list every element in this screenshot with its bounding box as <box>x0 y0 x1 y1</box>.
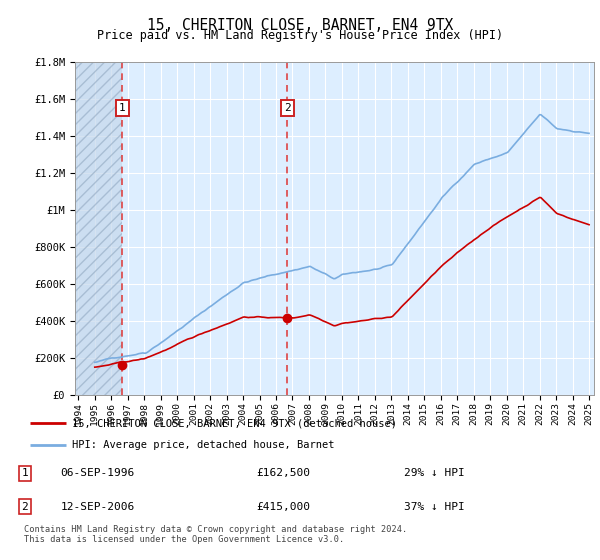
Text: 1: 1 <box>22 468 28 478</box>
Text: 06-SEP-1996: 06-SEP-1996 <box>61 468 135 478</box>
Text: 2: 2 <box>22 502 28 512</box>
Text: 1: 1 <box>119 103 125 113</box>
Text: 12-SEP-2006: 12-SEP-2006 <box>61 502 135 512</box>
Text: 37% ↓ HPI: 37% ↓ HPI <box>404 502 464 512</box>
Text: £415,000: £415,000 <box>256 502 310 512</box>
Text: Price paid vs. HM Land Registry's House Price Index (HPI): Price paid vs. HM Land Registry's House … <box>97 29 503 42</box>
Text: HPI: Average price, detached house, Barnet: HPI: Average price, detached house, Barn… <box>72 440 334 450</box>
Text: 15, CHERITON CLOSE, BARNET, EN4 9TX: 15, CHERITON CLOSE, BARNET, EN4 9TX <box>147 18 453 33</box>
Text: Contains HM Land Registry data © Crown copyright and database right 2024.
This d: Contains HM Land Registry data © Crown c… <box>24 525 407 544</box>
Text: 29% ↓ HPI: 29% ↓ HPI <box>404 468 464 478</box>
Text: 2: 2 <box>284 103 290 113</box>
Text: 15, CHERITON CLOSE, BARNET, EN4 9TX (detached house): 15, CHERITON CLOSE, BARNET, EN4 9TX (det… <box>72 418 397 428</box>
Text: £162,500: £162,500 <box>256 468 310 478</box>
Bar <box>75 62 122 395</box>
